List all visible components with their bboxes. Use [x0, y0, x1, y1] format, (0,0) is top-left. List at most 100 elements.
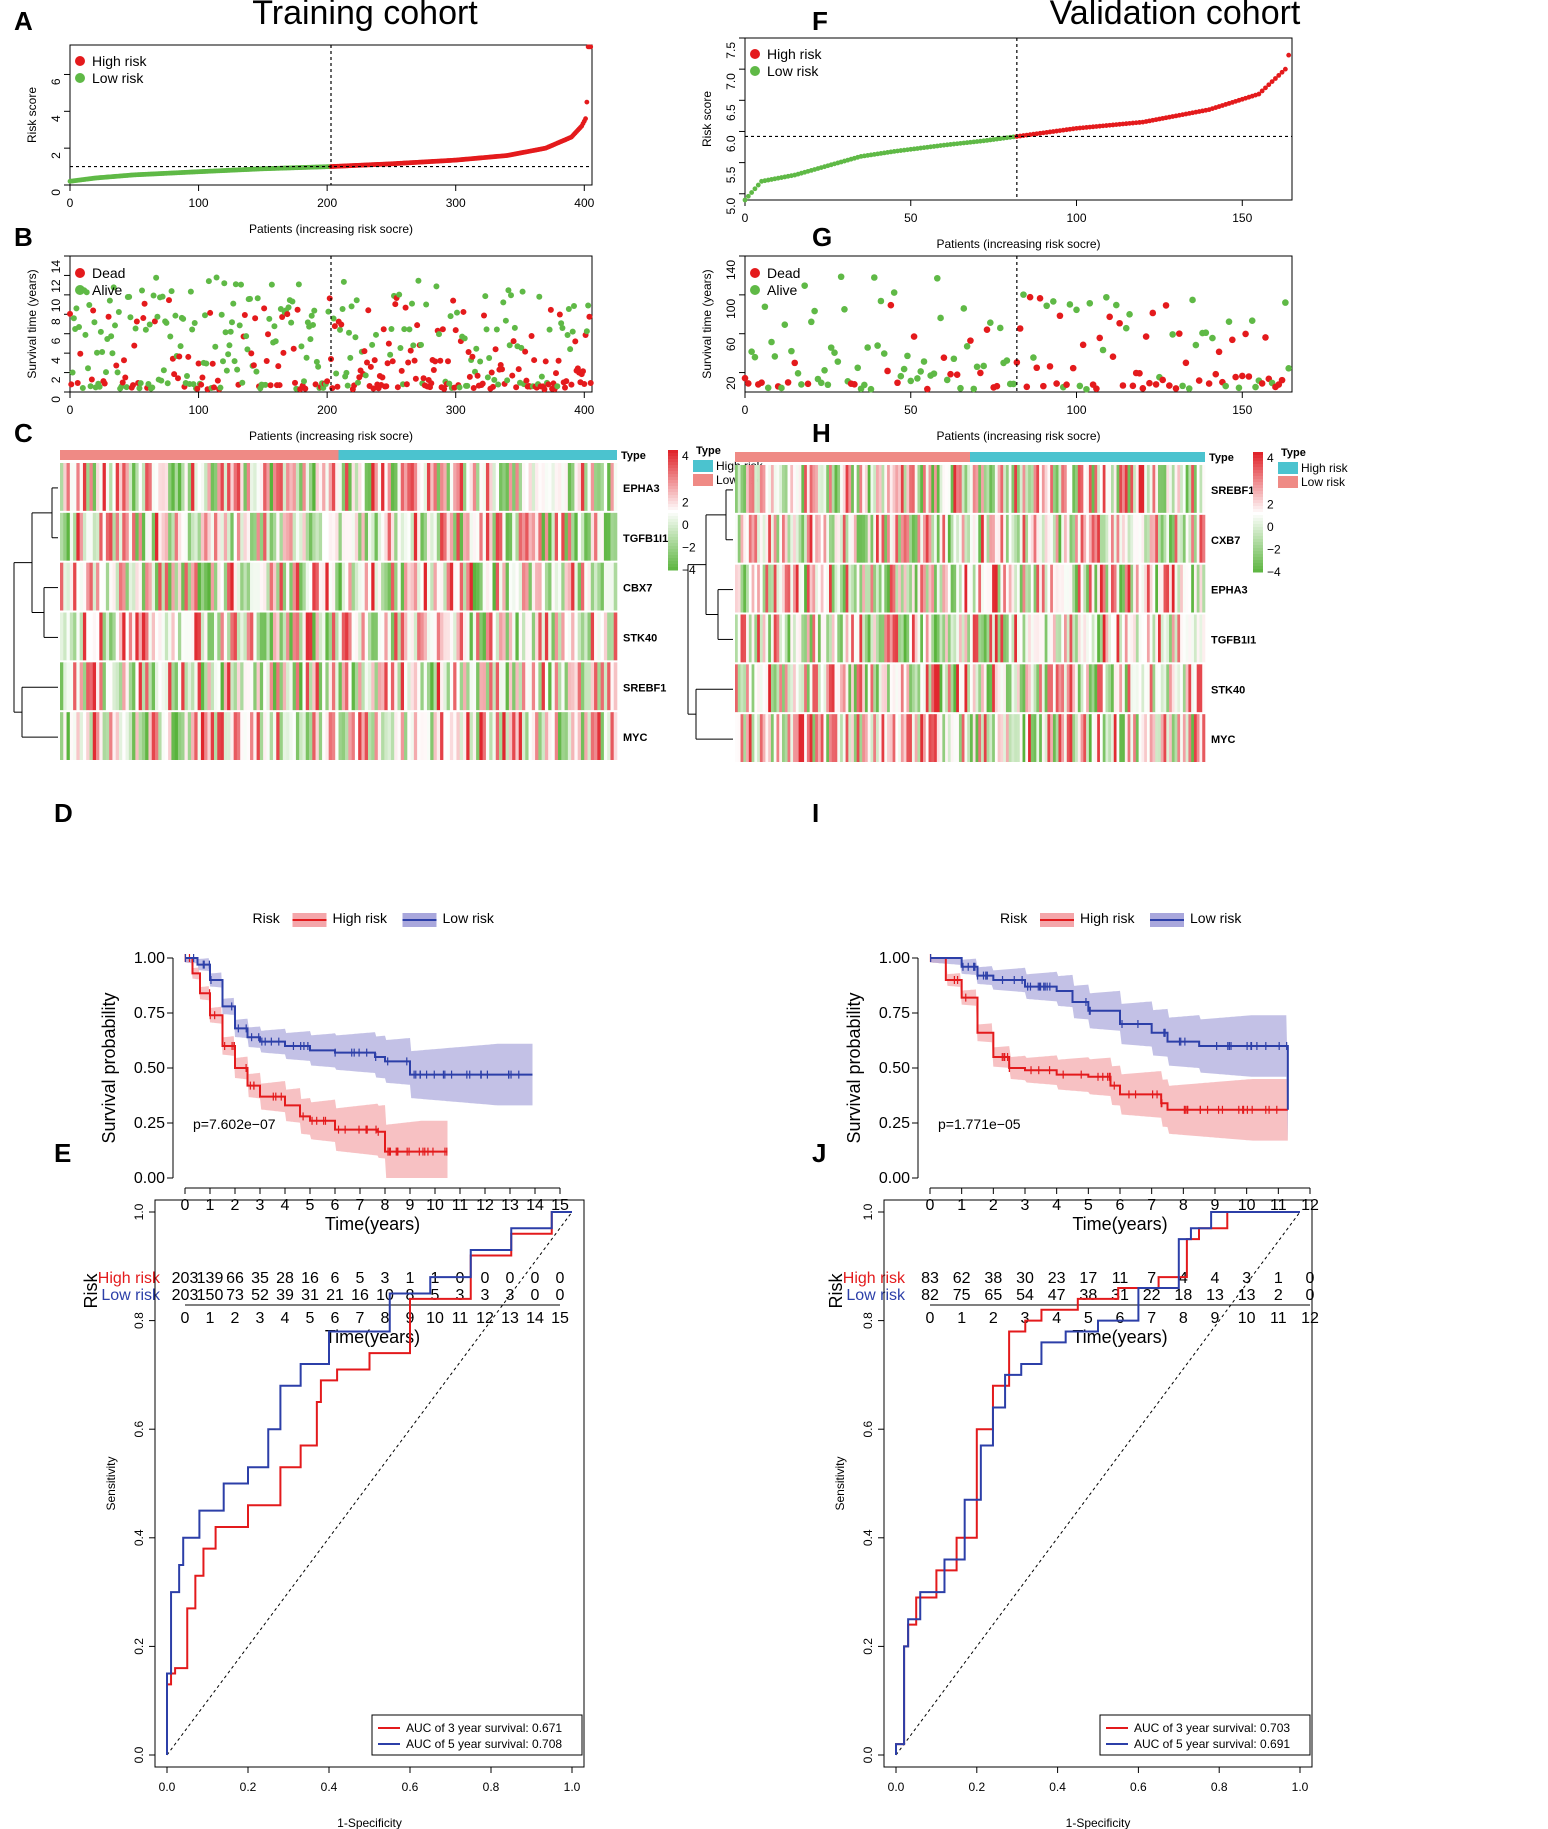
- survival-point: [531, 357, 538, 364]
- heat-cell: [227, 712, 231, 760]
- heat-cell: [1191, 714, 1195, 762]
- heat-cell: [256, 463, 261, 511]
- heat-cell: [873, 465, 877, 513]
- heat-cell: [436, 562, 441, 611]
- x-tick-label: 10: [1238, 1197, 1256, 1214]
- survival-point: [248, 350, 255, 357]
- heat-cell: [253, 712, 257, 760]
- heat-cell: [978, 664, 982, 713]
- heat-cell: [837, 514, 841, 563]
- heat-cell: [826, 465, 830, 513]
- survival-point: [824, 381, 832, 389]
- heat-cell: [453, 662, 457, 711]
- heat-cell: [420, 662, 424, 711]
- heat-cell: [118, 512, 123, 561]
- survival-point: [1229, 336, 1236, 344]
- heat-cell: [765, 564, 769, 613]
- heat-cell: [535, 463, 539, 511]
- heat-cell: [351, 562, 356, 611]
- survival-point: [142, 326, 149, 333]
- survival-point: [1016, 325, 1024, 332]
- survival-point: [1189, 296, 1196, 304]
- heat-cell: [476, 712, 480, 760]
- heat-cell: [1124, 614, 1128, 663]
- survival-point: [1063, 381, 1070, 388]
- survival-point: [1099, 346, 1107, 354]
- heat-cell: [992, 465, 996, 513]
- survival-point: [1079, 341, 1087, 349]
- survival-point: [900, 365, 908, 373]
- survival-point: [236, 322, 243, 329]
- heat-cell: [66, 712, 71, 760]
- survival-point: [513, 384, 520, 391]
- heat-cell: [1185, 614, 1189, 663]
- heat-cell: [826, 714, 830, 762]
- heat-cell: [600, 612, 605, 661]
- survival-point: [890, 289, 898, 296]
- heat-cell: [499, 612, 503, 661]
- heat-cell: [109, 512, 113, 561]
- risk-table-count: 54: [1016, 1287, 1034, 1304]
- heat-cell: [571, 463, 575, 511]
- heat-cell: [358, 712, 362, 760]
- heat-cell: [295, 612, 300, 661]
- heat-cell: [746, 614, 750, 663]
- risk-table-count: 5: [431, 1287, 440, 1304]
- heat-cell: [870, 664, 874, 713]
- heat-cell: [276, 512, 280, 561]
- heat-cell: [975, 514, 979, 563]
- risk-table-count: 0: [556, 1287, 565, 1304]
- x-axis-label: Patients (increasing risk socre): [936, 429, 1100, 443]
- heat-cell: [884, 465, 888, 513]
- heat-cell: [305, 662, 310, 711]
- heat-cell: [73, 612, 77, 661]
- heat-cell: [135, 612, 139, 661]
- survival-point: [1093, 385, 1100, 393]
- heat-cell: [276, 612, 280, 661]
- heat-cell: [757, 465, 761, 513]
- survival-point: [798, 381, 805, 388]
- heat-cell: [978, 514, 982, 563]
- scale-swatch: [668, 471, 678, 475]
- heat-cell: [567, 562, 572, 611]
- scale-tick: 4: [682, 449, 689, 463]
- heat-cell: [567, 712, 572, 760]
- y-tick-label: 7.5: [724, 42, 738, 59]
- heat-cell: [1119, 465, 1123, 513]
- heat-cell: [961, 514, 965, 563]
- heat-cell: [315, 463, 320, 511]
- survival-point: [73, 305, 80, 312]
- heat-cell: [851, 714, 855, 762]
- scale-swatch: [668, 507, 678, 511]
- x-tick-label: 100: [189, 403, 209, 417]
- heat-cell: [1036, 514, 1040, 563]
- heat-cell: [851, 465, 855, 513]
- heat-cell: [1091, 664, 1095, 713]
- heat-cell: [600, 512, 605, 561]
- heat-cell: [413, 712, 418, 760]
- heat-cell: [1058, 465, 1062, 513]
- heat-cell: [1075, 564, 1079, 613]
- heat-cell: [917, 465, 921, 513]
- heat-cell: [187, 463, 192, 511]
- heat-cell: [972, 614, 976, 663]
- heat-cell: [939, 465, 943, 513]
- heat-cell: [856, 714, 860, 762]
- heat-cell: [302, 712, 307, 760]
- x-tick-label: 0: [926, 1197, 935, 1214]
- heat-cell: [842, 465, 846, 513]
- heat-cell: [950, 664, 954, 713]
- heat-cell: [299, 612, 303, 661]
- heat-cell: [770, 514, 774, 563]
- gene-label: SREBF1: [623, 682, 666, 694]
- heat-cell: [66, 662, 71, 711]
- survival-point: [483, 326, 490, 333]
- heat-cell: [141, 662, 146, 711]
- heat-cell: [73, 463, 77, 511]
- heat-cell: [870, 714, 874, 762]
- heat-cell: [105, 463, 110, 511]
- heat-cell: [387, 712, 392, 760]
- risk-table-count: 10: [376, 1287, 394, 1304]
- heat-cell: [482, 712, 487, 760]
- heat-cell: [449, 662, 454, 711]
